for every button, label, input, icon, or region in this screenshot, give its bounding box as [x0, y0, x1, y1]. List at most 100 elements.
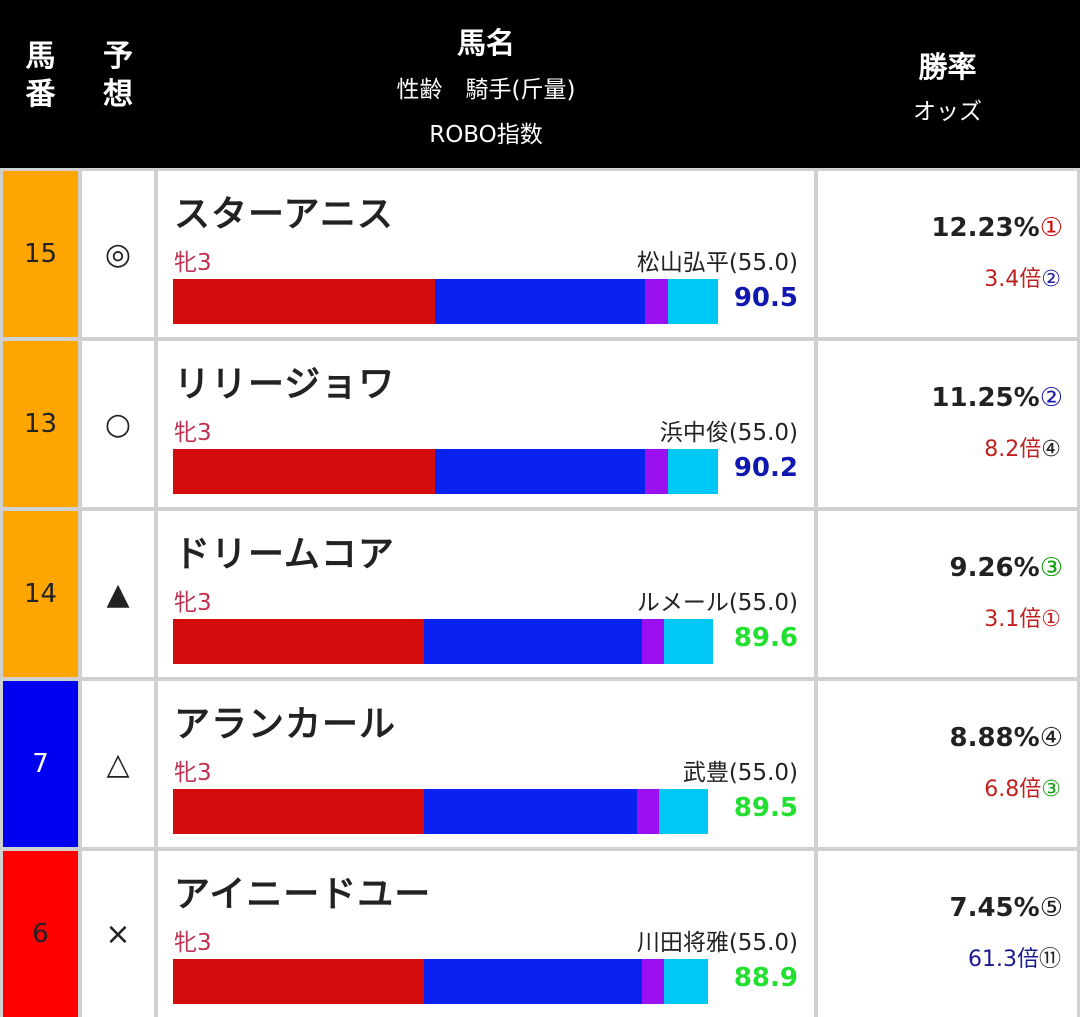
bar-segment-red — [173, 449, 435, 494]
odds: 3.1倍① — [984, 601, 1061, 633]
horse-info: リリージョワ 牝3 浜中俊(55.0) 90.2 — [158, 341, 814, 507]
odds-value: 3.4倍 — [984, 267, 1042, 292]
odds-rank: ① — [1041, 607, 1061, 632]
prediction-mark: △ — [82, 681, 154, 847]
odds: 61.3倍⑪ — [968, 941, 1061, 973]
robo-index-value: 89.5 — [733, 793, 798, 823]
bar-segment-blue — [424, 959, 642, 1004]
jockey-weight: 浜中俊(55.0) — [659, 420, 798, 446]
sex-age: 牝3 — [174, 250, 212, 276]
bar-segment-cyan — [659, 789, 708, 834]
horse-name: アイニードユー — [174, 874, 432, 915]
sex-age: 牝3 — [174, 420, 212, 446]
sex-age: 牝3 — [174, 590, 212, 616]
horse-number: 13 — [3, 341, 78, 507]
robo-index-bar — [173, 619, 713, 664]
jockey-weight: ルメール(55.0) — [636, 590, 798, 616]
bar-segment-purple — [645, 449, 668, 494]
header-win-rate: 勝率 オッズ — [818, 0, 1077, 168]
header-horse-name: 馬名 性齢 騎手(斤量) ROBO指数 — [158, 0, 814, 168]
horse-number: 15 — [3, 171, 78, 337]
win-rate-odds: 7.45%⑤ 61.3倍⑪ — [818, 851, 1077, 1017]
odds-value: 3.1倍 — [984, 607, 1042, 632]
horse-row[interactable]: 15 ◎ スターアニス 牝3 松山弘平(55.0) 90.5 12.23%① 3.4倍② — [0, 171, 1080, 337]
odds-rank: ⑪ — [1038, 947, 1061, 972]
bar-segment-cyan — [668, 449, 718, 494]
horse-row[interactable]: 14 ▲ ドリームコア 牝3 ルメール(55.0) 89.6 9.26%③ 3.1倍① — [0, 511, 1080, 677]
odds-value: 8.2倍 — [984, 437, 1042, 462]
robo-index-bar — [173, 279, 718, 324]
bar-segment-cyan — [664, 959, 708, 1004]
prediction-mark: ◎ — [82, 171, 154, 337]
horse-row[interactable]: 13 ○ リリージョワ 牝3 浜中俊(55.0) 90.2 11.25%② 8.2倍④ — [0, 341, 1080, 507]
win-rate-rank: ① — [1039, 213, 1063, 243]
win-rate-rank: ③ — [1039, 553, 1063, 583]
bar-segment-purple — [645, 279, 668, 324]
bar-segment-blue — [424, 789, 637, 834]
table-header: 馬 番 予 想 馬名 性齢 騎手(斤量) ROBO指数 勝率 オッズ — [0, 0, 1080, 168]
odds-value: 61.3倍 — [967, 947, 1039, 972]
win-rate-value: 11.25% — [931, 383, 1040, 413]
bar-segment-cyan — [668, 279, 718, 324]
header-name-sub2: ROBO指数 — [429, 122, 543, 148]
header-yoso-char-1: 予 — [103, 39, 133, 74]
win-rate: 8.88%④ — [949, 723, 1063, 753]
header-yoso-char-2: 想 — [103, 77, 133, 112]
header-prediction: 予 想 — [82, 0, 154, 168]
horse-name: アランカール — [174, 704, 397, 745]
sex-age: 牝3 — [174, 760, 212, 786]
bar-segment-blue — [435, 449, 645, 494]
bar-segment-blue — [435, 279, 645, 324]
bar-segment-purple — [642, 619, 664, 664]
win-rate-value: 8.88% — [949, 723, 1040, 753]
bar-segment-purple — [642, 959, 664, 1004]
sex-age: 牝3 — [174, 930, 212, 956]
header-rate-sub: オッズ — [913, 99, 982, 125]
odds-rank: ② — [1041, 267, 1061, 292]
win-rate: 7.45%⑤ — [949, 893, 1063, 923]
win-rate-value: 9.26% — [949, 553, 1040, 583]
prediction-mark: × — [82, 851, 154, 1017]
win-rate: 11.25%② — [931, 383, 1063, 413]
header-name-title: 馬名 — [456, 26, 515, 60]
horse-row[interactable]: 6 × アイニードユー 牝3 川田将雅(55.0) 88.9 7.45%⑤ 61.3倍⑪ — [0, 851, 1080, 1017]
header-horse-number: 馬 番 — [3, 0, 78, 168]
prediction-mark: ○ — [82, 341, 154, 507]
bar-segment-purple — [637, 789, 659, 834]
robo-index-bar — [173, 449, 718, 494]
win-rate-rank: ⑤ — [1039, 893, 1063, 923]
odds: 6.8倍③ — [984, 771, 1061, 803]
win-rate-odds: 9.26%③ 3.1倍① — [818, 511, 1077, 677]
header-rate-title: 勝率 — [918, 50, 977, 84]
odds-value: 6.8倍 — [984, 777, 1042, 802]
odds-rank: ③ — [1041, 777, 1061, 802]
robo-index-value: 90.2 — [733, 453, 798, 483]
horse-number: 7 — [3, 681, 78, 847]
win-rate-odds: 8.88%④ 6.8倍③ — [818, 681, 1077, 847]
jockey-weight: 松山弘平(55.0) — [636, 250, 798, 276]
odds-rank: ④ — [1041, 437, 1061, 462]
bar-segment-red — [173, 279, 435, 324]
bar-segment-cyan — [664, 619, 713, 664]
odds: 3.4倍② — [984, 261, 1061, 293]
horse-row[interactable]: 7 △ アランカール牝3 武豊(55.0) 89.5 8.88%④ 6.8倍③ — [0, 681, 1080, 847]
odds: 8.2倍④ — [984, 431, 1061, 463]
bar-segment-red — [173, 619, 424, 664]
bar-segment-blue — [424, 619, 642, 664]
win-rate: 9.26%③ — [949, 553, 1063, 583]
horse-info: アイニードユー牝3 川田将雅(55.0) 88.9 — [158, 851, 814, 1017]
jockey-weight: 武豊(55.0) — [682, 760, 798, 786]
header-name-sub1: 性齢 騎手(斤量) — [396, 77, 576, 103]
bar-segment-red — [173, 959, 424, 1004]
header-num-char-2: 番 — [25, 77, 56, 112]
bar-segment-red — [173, 789, 424, 834]
jockey-weight: 川田将雅(55.0) — [636, 930, 798, 956]
robo-index-value: 88.9 — [733, 963, 798, 993]
horse-name: スターアニス — [174, 194, 394, 235]
prediction-mark: ▲ — [82, 511, 154, 677]
win-rate: 12.23%① — [931, 213, 1063, 243]
header-num-char-1: 馬 — [25, 39, 56, 74]
win-rate-rank: ② — [1039, 383, 1063, 413]
horse-info: スターアニス 牝3 松山弘平(55.0) 90.5 — [158, 171, 814, 337]
